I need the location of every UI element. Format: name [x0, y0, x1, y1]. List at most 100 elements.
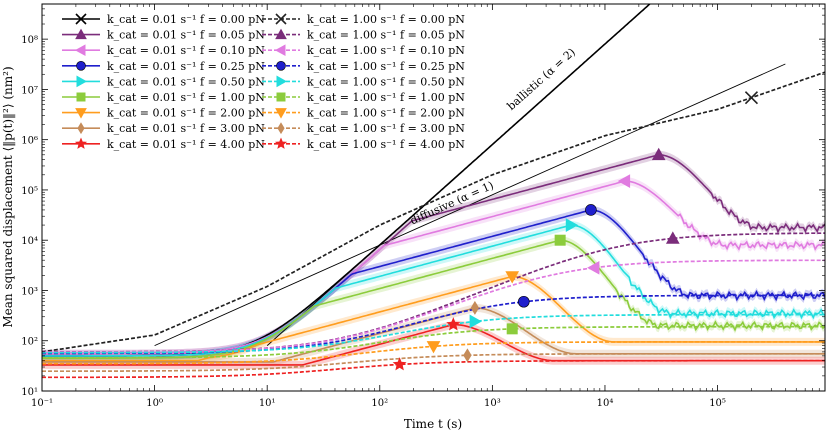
x-tick-label: 10³	[484, 398, 501, 409]
legend-kcat-label: k_cat = 0.01 s⁻¹	[107, 122, 196, 135]
series-marker	[665, 231, 680, 244]
series-marker	[76, 75, 88, 88]
x-tick-label: 10⁰	[146, 398, 163, 409]
legend-entry: k_cat = 1.00 s⁻¹ f = 0.10 pN	[262, 44, 465, 57]
legend-force-label: f = 3.00 pN	[400, 122, 465, 135]
legend-entry: k_cat = 0.01 s⁻¹ f = 1.00 pN	[62, 91, 265, 104]
x-tick-label: 10⁻¹	[31, 398, 53, 409]
series-marker	[470, 300, 480, 315]
series-line	[42, 325, 825, 359]
legend-kcat-label: k_cat = 1.00 s⁻¹	[307, 60, 396, 73]
legend-entry: k_cat = 0.01 s⁻¹ f = 0.50 pN	[62, 75, 265, 88]
series-marker	[554, 234, 566, 246]
legend-entry: k_cat = 0.01 s⁻¹ f = 0.05 pN	[62, 28, 265, 42]
legend-entry: k_cat = 1.00 s⁻¹ f = 0.25 pN	[262, 60, 465, 73]
series-marker	[505, 271, 520, 284]
y-tick-label: 10⁴	[21, 236, 38, 247]
legend-kcat-label: k_cat = 0.01 s⁻¹	[107, 138, 196, 151]
legend-kcat-label: k_cat = 1.00 s⁻¹	[307, 13, 396, 26]
series-marker	[276, 61, 286, 71]
legend-entry: k_cat = 0.01 s⁻¹ f = 3.00 pN	[62, 122, 265, 135]
legend-kcat-label: k_cat = 1.00 s⁻¹	[307, 91, 396, 104]
legend-force-label: f = 0.50 pN	[200, 75, 265, 88]
series-marker	[463, 348, 472, 363]
legend-kcat-label: k_cat = 0.01 s⁻¹	[107, 91, 196, 104]
series-marker	[585, 204, 597, 216]
legend-force-label: f = 2.00 pN	[400, 107, 465, 120]
legend-force-label: f = 1.00 pN	[400, 91, 465, 104]
y-axis-label: Mean squared displacement ⟨‖p(t)‖²⟩ (nm²…	[1, 66, 15, 327]
series-marker	[392, 357, 407, 371]
legend-entry: k_cat = 0.01 s⁻¹ f = 4.00 pN	[62, 137, 265, 151]
series-marker	[274, 44, 286, 57]
legend-force-label: f = 0.10 pN	[200, 44, 265, 57]
legend-force-label: f = 0.10 pN	[400, 44, 465, 57]
series-line	[42, 294, 825, 355]
series-marker	[517, 295, 530, 308]
y-tick-label: 10⁶	[21, 136, 38, 147]
series-band	[42, 303, 825, 366]
legend-kcat-label: k_cat = 1.00 s⁻¹	[307, 138, 396, 151]
legend-entry: k_cat = 0.01 s⁻¹ f = 0.00 pN	[62, 13, 265, 26]
series-marker	[617, 174, 631, 188]
legend-force-label: f = 4.00 pN	[200, 138, 265, 151]
legend-force-label: f = 4.00 pN	[400, 138, 465, 151]
series-line	[42, 275, 825, 362]
series-line	[42, 71, 825, 353]
legend-kcat-label: k_cat = 0.01 s⁻¹	[107, 75, 196, 88]
y-tick-label: 10⁸	[21, 35, 38, 46]
legend-kcat-label: k_cat = 0.01 s⁻¹	[107, 13, 196, 26]
legend-force-label: f = 0.25 pN	[400, 60, 465, 73]
series-line	[42, 307, 825, 363]
legend-entry: k_cat = 1.00 s⁻¹ f = 2.00 pN	[262, 107, 465, 120]
legend-kcat-label: k_cat = 0.01 s⁻¹	[107, 60, 196, 73]
legend-kcat-label: k_cat = 1.00 s⁻¹	[307, 29, 396, 42]
legend-entry: k_cat = 1.00 s⁻¹ f = 0.05 pN	[262, 28, 465, 42]
series-marker	[587, 260, 600, 275]
series-line	[42, 224, 825, 357]
series-marker	[275, 28, 287, 40]
y-tick-label: 10²	[21, 337, 38, 348]
x-axis-label: Time t (s)	[404, 417, 462, 431]
y-tick-label: 10⁷	[21, 85, 38, 96]
y-tick-label: 10⁵	[21, 186, 38, 197]
series-marker	[75, 13, 87, 25]
ballistic-label: ballistic (α = 2)	[505, 46, 578, 113]
legend-force-label: f = 0.50 pN	[400, 75, 465, 88]
series-marker	[446, 317, 461, 331]
x-tick-label: 10⁴	[597, 398, 614, 409]
legend-force-label: f = 0.00 pN	[400, 13, 465, 26]
legend-entry: k_cat = 1.00 s⁻¹ f = 4.00 pN	[262, 137, 465, 151]
legend-kcat-label: k_cat = 0.01 s⁻¹	[107, 44, 196, 57]
legend-entry: k_cat = 0.01 s⁻¹ f = 0.25 pN	[62, 60, 265, 73]
series-marker	[426, 341, 441, 354]
series-line	[42, 313, 825, 354]
legend-force-label: f = 0.05 pN	[400, 29, 465, 42]
legend-force-label: f = 0.25 pN	[200, 60, 265, 73]
legend-force-label: f = 1.00 pN	[200, 91, 265, 104]
plot-frame	[41, 3, 826, 392]
series-marker	[76, 92, 86, 102]
legend-force-label: f = 0.05 pN	[200, 29, 265, 42]
series-marker	[276, 92, 286, 102]
series-marker	[275, 108, 287, 119]
legend-kcat-label: k_cat = 0.01 s⁻¹	[107, 29, 196, 42]
x-tick-label: 10²	[371, 398, 388, 409]
x-tick-label: 10¹	[259, 398, 276, 409]
series-marker	[74, 137, 88, 149]
series-marker	[744, 91, 759, 105]
legend-entry: k_cat = 0.01 s⁻¹ f = 2.00 pN	[62, 107, 265, 120]
series-line	[42, 359, 825, 379]
legend-entry: k_cat = 1.00 s⁻¹ f = 1.00 pN	[262, 91, 465, 104]
series-marker	[651, 147, 666, 161]
series-line	[42, 259, 825, 354]
series-line	[42, 352, 825, 373]
series-marker	[75, 28, 87, 40]
series-marker	[274, 137, 288, 149]
legend-entry: k_cat = 1.00 s⁻¹ f = 0.50 pN	[262, 75, 465, 88]
legend-entry: k_cat = 0.01 s⁻¹ f = 0.10 pN	[62, 44, 265, 57]
series-marker	[75, 108, 87, 119]
series-marker	[74, 44, 86, 57]
legend-kcat-label: k_cat = 0.01 s⁻¹	[107, 107, 196, 120]
